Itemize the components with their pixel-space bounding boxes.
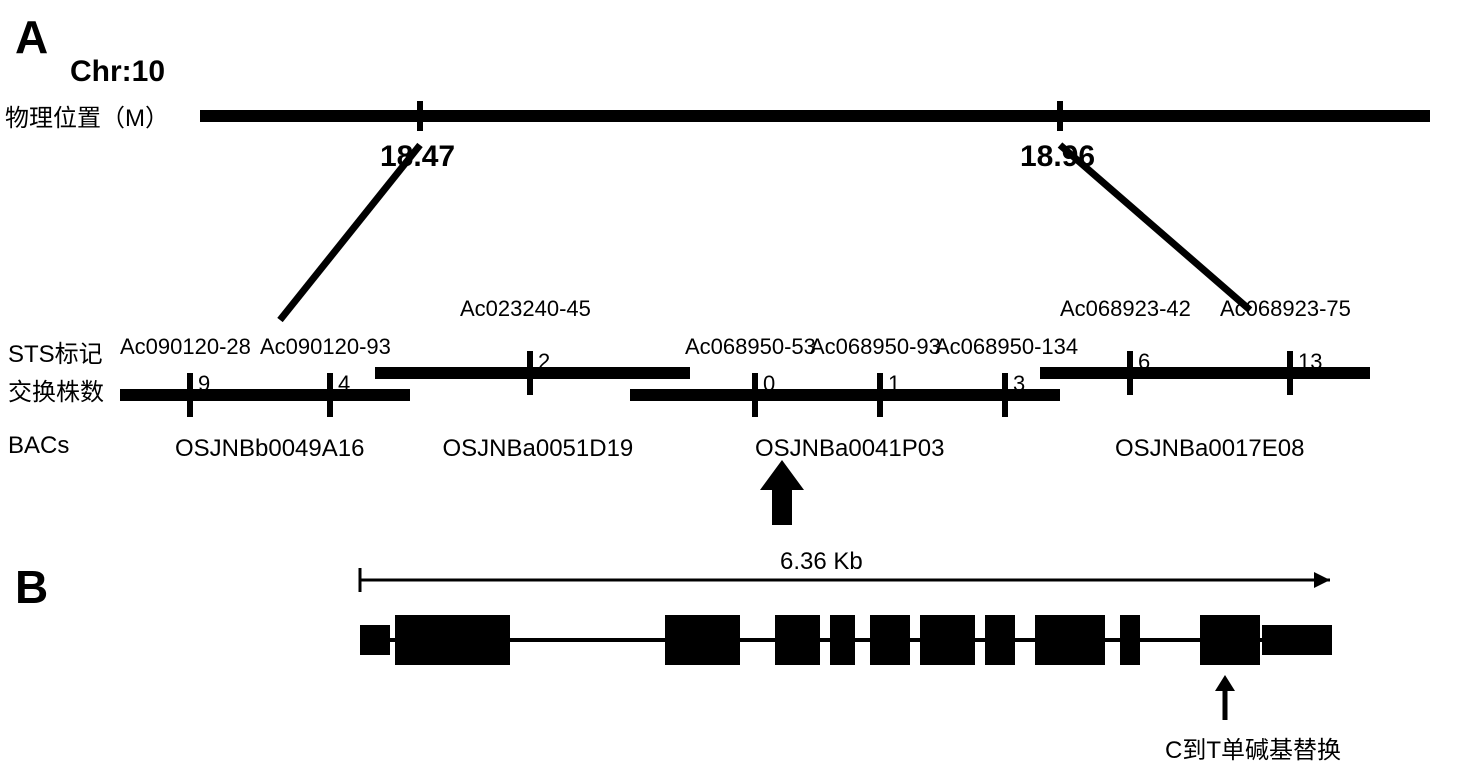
exon-box (870, 615, 910, 665)
utr-box (360, 625, 390, 655)
exon-box (985, 615, 1015, 665)
panel-a-label: A (15, 10, 48, 64)
exon-box (395, 615, 510, 665)
sts-label: Ac068950-134 (935, 334, 1078, 360)
recomb-count: 9 (198, 371, 210, 397)
chromosome-label: Chr:10 (70, 55, 165, 89)
mutation-arrow-icon (1215, 675, 1235, 720)
chr-axis (200, 110, 1430, 122)
sts-tick (1127, 351, 1133, 395)
recomb-count: 1 (888, 371, 900, 397)
sts-tick (187, 373, 193, 417)
exon-box (830, 615, 855, 665)
bac-name: OSJNBa0051D19 (443, 435, 634, 463)
utr-box (1262, 625, 1332, 655)
recomb-count: 4 (338, 371, 350, 397)
exon-box (665, 615, 740, 665)
row-label-recomb: 交换株数 (8, 372, 104, 407)
exon-box (1200, 615, 1260, 665)
sts-label: Ac068923-42 (1060, 296, 1191, 322)
recomb-count: 6 (1138, 349, 1150, 375)
recomb-count: 2 (538, 349, 550, 375)
sts-tick (327, 373, 333, 417)
panel-b-label: B (15, 560, 48, 614)
mutation-label: C到T单碱基替换 (1165, 730, 1341, 765)
row-label-sts: STS标记 (8, 334, 103, 369)
scale-length-label: 6.36 Kb (780, 548, 863, 576)
row-label-physical: 物理位置（M） (5, 98, 169, 133)
sts-label: Ac090120-28 (120, 334, 251, 360)
row-label-bacs: BACs (8, 432, 69, 460)
bac-name: OSJNBa0017E08 (1115, 435, 1304, 463)
sts-tick (877, 373, 883, 417)
figure-container: A Chr:10 物理位置（M） 18.47 18.96 STS标记交换株数 BACs OSJ… (0, 0, 1461, 784)
sts-tick (1002, 373, 1008, 417)
recomb-count: 0 (763, 371, 775, 397)
exon-box (775, 615, 820, 665)
chr-tick-label: 18.96 (1020, 140, 1095, 174)
sts-label: Ac068950-53 (685, 334, 816, 360)
sts-tick (752, 373, 758, 417)
sts-tick (1287, 351, 1293, 395)
scale-arrowhead-icon (1314, 572, 1330, 588)
exon-box (1035, 615, 1105, 665)
bac-name: OSJNBa0041P03 (755, 435, 944, 463)
sts-tick (527, 351, 533, 395)
bac-line (120, 389, 410, 401)
sts-label: Ac090120-93 (260, 334, 391, 360)
sts-label: Ac023240-45 (460, 296, 591, 322)
chr-tick (1057, 101, 1063, 131)
sts-label: Ac068923-75 (1220, 296, 1351, 322)
bac-line (630, 389, 1060, 401)
sts-label: Ac068950-93 (810, 334, 941, 360)
chr-tick-label: 18.47 (380, 140, 455, 174)
chr-tick (417, 101, 423, 131)
bac-name: OSJNBb0049A16 (175, 435, 364, 463)
recomb-count: 13 (1298, 349, 1322, 375)
exon-box (920, 615, 975, 665)
locus-arrow-icon (760, 460, 804, 525)
recomb-count: 3 (1013, 371, 1025, 397)
exon-box (1120, 615, 1140, 665)
